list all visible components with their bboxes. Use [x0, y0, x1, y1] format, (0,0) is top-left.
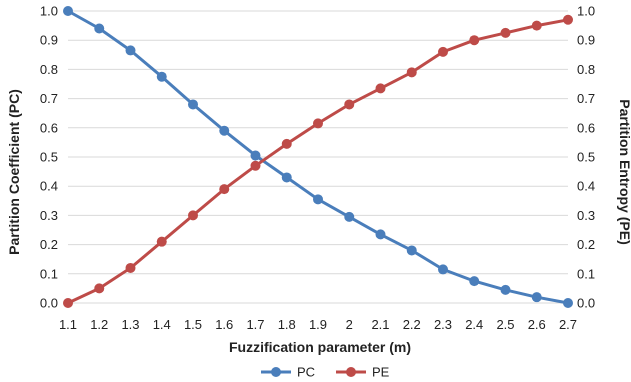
right-y-tick-label: 0.6	[577, 120, 595, 135]
legend-pe-label: PE	[372, 365, 390, 380]
pe-point	[344, 99, 355, 110]
pe-point	[63, 298, 73, 308]
left-y-tick-label: 0.6	[40, 120, 58, 135]
x-tick-label: 1.7	[246, 317, 264, 332]
legend-pc-label: PC	[297, 365, 315, 380]
pc-point	[63, 6, 73, 16]
pc-point	[438, 264, 448, 275]
right-y-tick-label: 0.1	[577, 266, 595, 281]
pe-point	[125, 262, 136, 273]
right-y-tick-label: 0.8	[577, 62, 595, 77]
pc-point	[500, 284, 511, 295]
pc-point	[94, 23, 105, 34]
x-tick-label: 1.3	[121, 317, 139, 332]
x-tick-label: 1.5	[184, 317, 202, 332]
legend: PC PE	[261, 365, 390, 380]
pe-point	[313, 118, 323, 129]
pe-point	[469, 35, 480, 46]
right-y-tick-label: 0.2	[577, 237, 595, 252]
pe-point	[406, 67, 417, 78]
pe-point	[188, 210, 198, 221]
x-tick-label: 2.7	[559, 317, 577, 332]
x-tick-label: 2	[346, 317, 353, 332]
x-tick-label: 2.5	[496, 317, 514, 332]
left-y-tick-label: 0.1	[40, 266, 58, 281]
pe-point	[94, 283, 105, 294]
pc-point	[344, 211, 355, 222]
pe-point	[250, 160, 261, 171]
left-y-tick-label: 1.0	[40, 4, 58, 19]
pc-point	[156, 71, 167, 82]
left-axis-title: Partition Coefficient (PC)	[6, 89, 22, 255]
pc-point	[188, 99, 198, 110]
right-y-tick-label: 0.4	[577, 179, 595, 194]
pe-point	[219, 184, 230, 195]
right-y-tick-label: 0.3	[577, 208, 595, 223]
x-tick-label: 2.1	[371, 317, 389, 332]
pe-point	[563, 14, 573, 25]
pc-point	[219, 125, 230, 136]
pc-point	[375, 229, 386, 240]
right-y-tick-label: 0.5	[577, 150, 595, 165]
left-y-axis: 0.0 0.1 0.2 0.3 0.4 0.5 0.6 0.7 0.8 0.9 1.0	[40, 4, 58, 311]
x-tick-label: 2.6	[528, 317, 546, 332]
pe-point	[156, 236, 167, 247]
x-tick-label: 2.4	[465, 317, 483, 332]
series-pc	[63, 6, 573, 308]
x-axis-title: Fuzzification parameter (m)	[229, 339, 411, 355]
x-tick-label: 2.3	[434, 317, 452, 332]
left-y-tick-label: 0.3	[40, 208, 58, 223]
legend-pe-marker	[346, 367, 356, 377]
right-y-tick-label: 0.0	[577, 296, 595, 311]
right-y-tick-label: 0.7	[577, 91, 595, 106]
right-axis-title: Partition Entropy (PE)	[617, 99, 631, 244]
x-tick-label: 1.6	[215, 317, 233, 332]
pe-point	[438, 46, 448, 57]
pc-point	[281, 172, 292, 183]
pe-point	[531, 20, 542, 31]
legend-pc-marker	[271, 367, 281, 377]
pc-point	[563, 298, 573, 308]
x-axis: 1.1 1.2 1.3 1.4 1.5 1.6 1.7 1.8 1.9 2 2.1 2.2 2.3 2.4…	[59, 317, 577, 332]
left-y-tick-label: 0.4	[40, 179, 58, 194]
x-tick-label: 1.2	[90, 317, 108, 332]
pc-point	[531, 292, 542, 303]
pc-point	[125, 45, 136, 56]
x-tick-label: 2.2	[403, 317, 421, 332]
right-y-tick-label: 1.0	[577, 4, 595, 19]
right-y-tick-label: 0.9	[577, 33, 595, 48]
left-y-tick-label: 0.7	[40, 91, 58, 106]
pe-point	[281, 138, 292, 149]
pc-point	[406, 245, 417, 256]
left-y-tick-label: 0.2	[40, 237, 58, 252]
x-tick-label: 1.8	[278, 317, 296, 332]
series-layer	[63, 6, 573, 308]
pe-point	[375, 83, 386, 94]
series-pe	[63, 14, 573, 308]
right-y-axis: 0.0 0.1 0.2 0.3 0.4 0.5 0.6 0.7 0.8 0.9 1.0	[577, 4, 595, 311]
pc-point	[313, 194, 323, 205]
pc-point	[250, 150, 261, 161]
left-y-tick-label: 0.5	[40, 150, 58, 165]
pc-point	[469, 276, 480, 287]
left-y-tick-label: 0.0	[40, 296, 58, 311]
left-y-tick-label: 0.8	[40, 62, 58, 77]
left-y-tick-label: 0.9	[40, 33, 58, 48]
x-tick-label: 1.1	[59, 317, 77, 332]
gridlines	[68, 10, 568, 304]
pe-point	[500, 27, 511, 38]
x-tick-label: 1.9	[309, 317, 327, 332]
x-tick-label: 1.4	[153, 317, 171, 332]
